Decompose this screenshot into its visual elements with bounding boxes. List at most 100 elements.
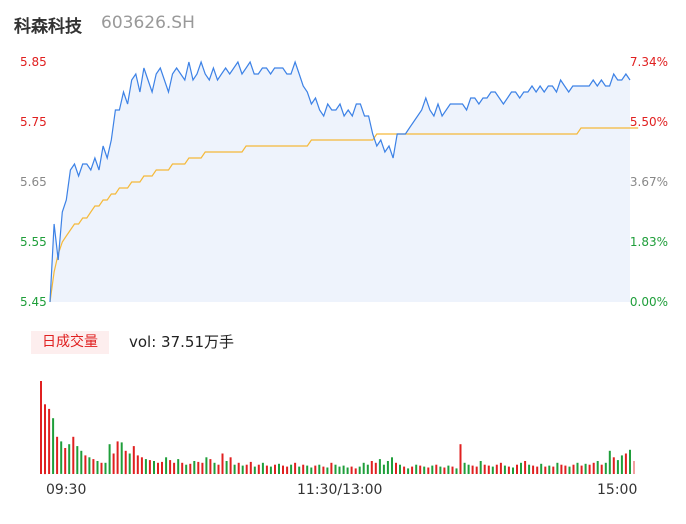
volume-bar: [415, 464, 418, 474]
volume-bar: [80, 450, 83, 475]
volume-bar: [112, 453, 115, 474]
volume-bar: [237, 462, 240, 474]
volume-bar: [298, 466, 301, 474]
volume-bar: [84, 455, 87, 474]
volume-bar: [495, 464, 498, 474]
volume-bar: [596, 461, 599, 474]
y-tick-right: 5.50%: [629, 115, 668, 129]
volume-bar: [362, 462, 365, 474]
volume-bar: [64, 448, 67, 474]
volume-label-badge: 日成交量: [31, 331, 109, 354]
stock-code: 603626.SH: [101, 13, 195, 33]
volume-bar: [629, 449, 631, 474]
volume-bar: [322, 466, 325, 474]
volume-bar: [157, 462, 159, 474]
volume-bar: [257, 464, 260, 474]
volume-bar: [391, 457, 393, 474]
volume-bar: [140, 457, 143, 474]
volume-bar: [72, 436, 75, 474]
volume-bar: [463, 462, 466, 474]
volume-bar: [423, 466, 426, 474]
volume-bar: [229, 457, 232, 474]
volume-bar: [528, 464, 531, 474]
volume-bar: [104, 462, 107, 474]
volume-bar: [620, 455, 623, 474]
volume-bar: [487, 465, 490, 474]
volume-bar: [584, 463, 587, 474]
volume-bar: [88, 457, 91, 474]
volume-bar: [116, 441, 119, 474]
volume-bar: [516, 464, 518, 474]
volume-bar: [136, 455, 139, 474]
volume-bar: [221, 453, 224, 474]
volume-bar: [40, 381, 42, 474]
volume-bar: [120, 442, 123, 474]
volume-bar: [161, 461, 163, 474]
volume-bar: [624, 453, 627, 474]
volume-bar: [407, 468, 410, 474]
volume-bar: [366, 464, 369, 474]
y-tick-right: 0.00%: [629, 295, 668, 309]
volume-bar: [512, 467, 514, 474]
volume-bar: [350, 466, 353, 474]
y-tick-right: 3.67%: [629, 175, 668, 189]
volume-bar: [294, 462, 297, 474]
volume-bar: [386, 461, 389, 474]
volume-bar: [205, 457, 208, 474]
volume-bar: [132, 446, 135, 474]
volume-bar: [560, 464, 563, 474]
y-tick-right: 7.34%: [629, 55, 668, 69]
volume-bar: [592, 462, 595, 474]
y-tick-left: 5.55: [20, 235, 47, 249]
volume-bar: [467, 464, 470, 474]
x-tick-open: 09:30: [46, 482, 87, 498]
volume-bar: [475, 466, 478, 474]
volume-bar: [290, 464, 293, 474]
volume-bar: [108, 444, 111, 474]
volume-bar: [556, 462, 559, 474]
volume-bar: [92, 459, 95, 474]
volume-bar: [580, 465, 583, 474]
volume-bar: [483, 464, 486, 474]
volume-bar: [346, 467, 349, 474]
volume-bar: [124, 450, 127, 475]
volume-bar: [548, 465, 551, 474]
volume-bar: [552, 466, 555, 474]
volume-bar: [169, 460, 172, 474]
volume-bar: [576, 462, 579, 474]
price-area: [50, 62, 630, 302]
volume-bar: [395, 462, 397, 474]
volume-bar: [455, 468, 458, 474]
volume-bar: [427, 467, 430, 474]
volume-bar: [471, 465, 474, 474]
y-tick-right: 1.83%: [629, 235, 668, 249]
volume-bar: [358, 466, 361, 474]
volume-bar: [520, 462, 522, 474]
volume-bar: [310, 467, 313, 474]
volume-bar: [249, 461, 252, 474]
volume-bar: [588, 464, 591, 474]
stock-name: 科森科技: [14, 17, 82, 37]
volume-bar: [181, 462, 184, 474]
volume-bar: [382, 464, 385, 474]
volume-bar: [233, 464, 236, 474]
volume-bar: [616, 460, 619, 474]
volume-bar: [56, 436, 59, 474]
volume-bar: [245, 464, 248, 474]
volume-bar: [419, 465, 422, 474]
volume-bar: [201, 462, 204, 474]
volume-bar: [354, 468, 357, 474]
volume-bar: [96, 461, 99, 474]
volume-bar: [153, 461, 155, 474]
volume-bar: [564, 465, 567, 474]
volume-bar: [100, 462, 103, 474]
volume-bar: [193, 461, 196, 474]
volume-bar: [318, 464, 321, 474]
volume-bar: [253, 466, 256, 474]
volume-bar: [612, 457, 615, 474]
volume-bar: [217, 464, 220, 474]
volume-bar: [213, 462, 216, 474]
volume-bar: [286, 466, 289, 474]
volume-bar: [306, 465, 309, 474]
